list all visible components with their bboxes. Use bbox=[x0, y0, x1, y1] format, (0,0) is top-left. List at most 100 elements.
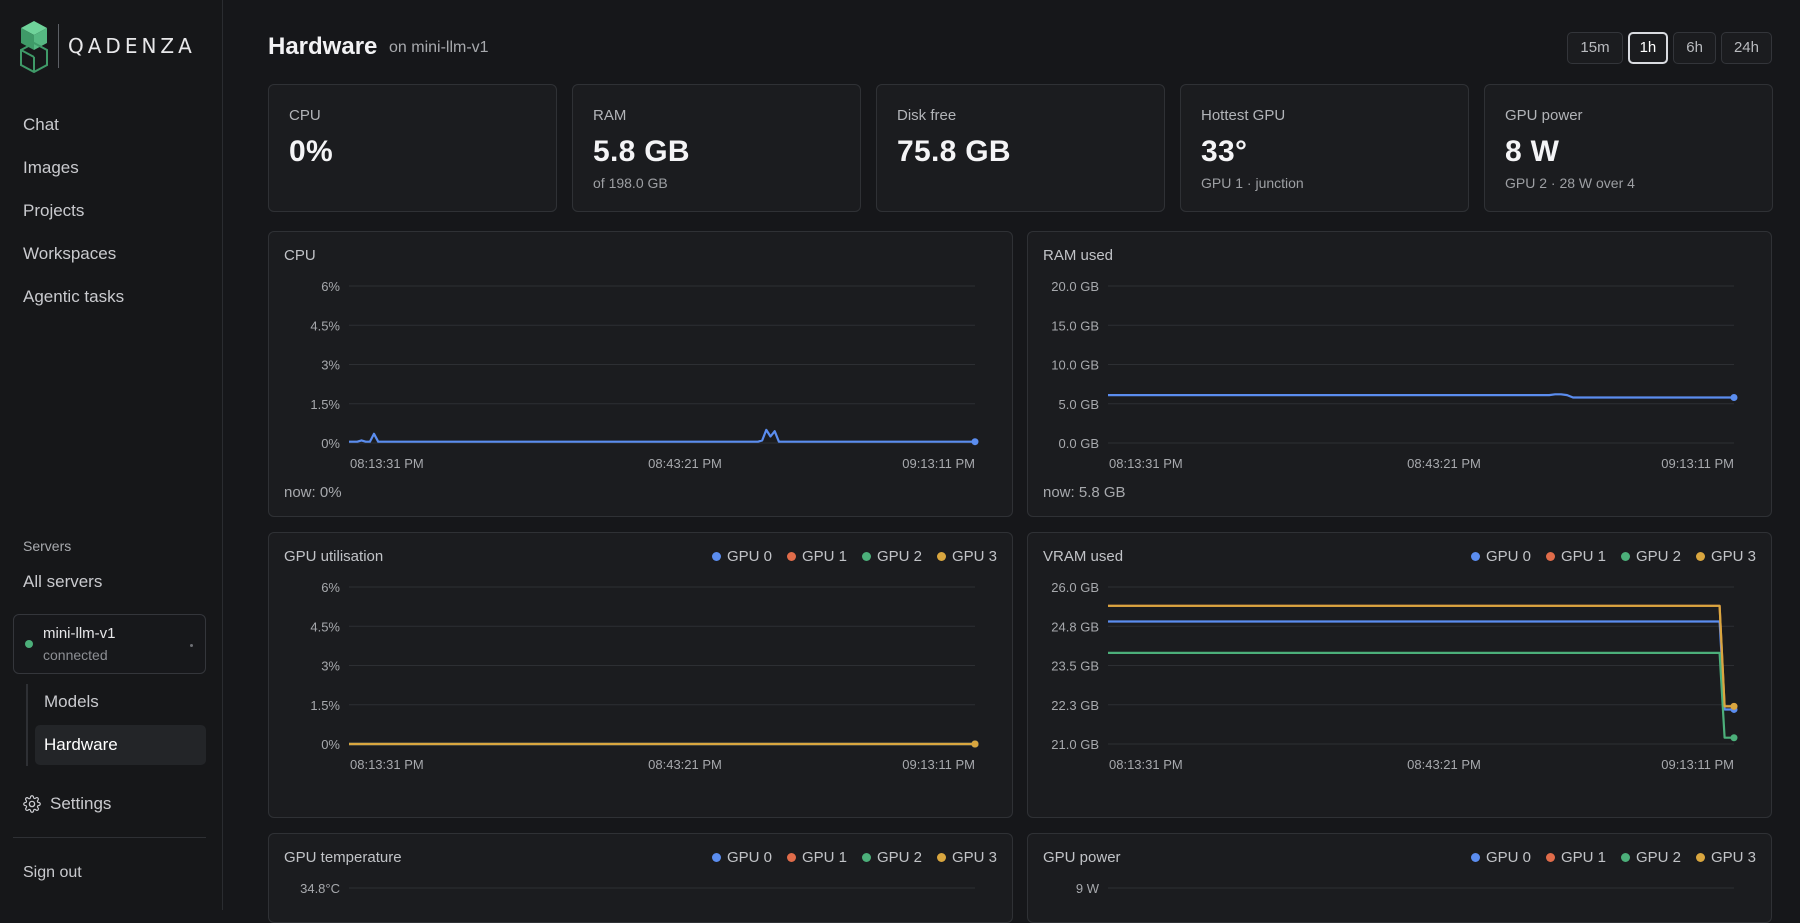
y-tick-label: 10.0 GB bbox=[1051, 358, 1099, 373]
stat-card-ram: RAM 5.8 GB of 198.0 GB bbox=[572, 84, 861, 212]
all-servers-link[interactable]: All servers bbox=[23, 572, 103, 591]
x-tick-label: 08:43:21 PM bbox=[1407, 456, 1481, 471]
series-end-point bbox=[1730, 734, 1738, 742]
series-end-point bbox=[971, 438, 979, 446]
cpu-chart[interactable]: 6% 4.5% 3% 1.5% 0% 08:13:31 PM 08:43:21 PM 09:1… bbox=[269, 232, 1013, 517]
chart-panel-gpu-temperature: 34.8°C GPU temperature GPU 0 GPU 1 GPU 2 GP… bbox=[268, 833, 1013, 923]
server-card[interactable]: mini-llm-v1 connected bbox=[13, 614, 206, 674]
legend-item[interactable]: GPU 3 bbox=[1695, 849, 1756, 866]
chart-title: GPU utilisation bbox=[284, 548, 384, 565]
gpu-power-chart[interactable]: 9 W bbox=[1028, 834, 1772, 923]
legend-dot-icon bbox=[711, 552, 721, 561]
legend-label: GPU 3 bbox=[1710, 548, 1756, 565]
legend-label: GPU 0 bbox=[1485, 849, 1531, 866]
legend-dot-icon bbox=[1620, 853, 1630, 862]
chart-legend: GPU 0 GPU 1 GPU 2 GPU 3 bbox=[711, 849, 997, 866]
legend-dot-icon bbox=[1545, 552, 1555, 561]
brand-logo[interactable]: QADENZA bbox=[18, 18, 196, 74]
servers-heading: Servers bbox=[23, 538, 72, 554]
chart-legend: GPU 0 GPU 1 GPU 2 GPU 3 bbox=[711, 548, 997, 565]
legend-dot-icon bbox=[861, 552, 871, 561]
range-15m-button[interactable]: 15m bbox=[1567, 32, 1623, 64]
chart-title: RAM used bbox=[1043, 247, 1114, 264]
y-tick-label: 22.3 GB bbox=[1051, 698, 1099, 713]
nav-item-images[interactable]: Images bbox=[23, 158, 79, 177]
stat-label: Hottest GPU bbox=[1201, 107, 1286, 124]
server-status: connected bbox=[43, 647, 108, 663]
series-line bbox=[1108, 393, 1734, 399]
settings-label: Settings bbox=[50, 794, 112, 813]
page-subtitle: on mini-llm-v1 bbox=[389, 39, 489, 56]
y-tick-label: 6% bbox=[321, 279, 340, 294]
legend-item[interactable]: GPU 1 bbox=[786, 548, 847, 565]
legend-label: GPU 2 bbox=[1635, 849, 1681, 866]
y-tick-label: 23.5 GB bbox=[1051, 659, 1099, 674]
subnav-item-models[interactable]: Models bbox=[44, 692, 99, 711]
chart-now-value: now: 5.8 GB bbox=[1043, 484, 1126, 501]
legend-label: GPU 2 bbox=[1635, 548, 1681, 565]
settings-link[interactable]: Settings bbox=[23, 794, 111, 814]
legend-item[interactable]: GPU 3 bbox=[936, 849, 997, 866]
legend-item[interactable]: GPU 2 bbox=[1620, 849, 1681, 866]
y-tick-label: 0% bbox=[321, 737, 340, 752]
legend-dot-icon bbox=[861, 853, 871, 862]
ram-chart[interactable]: 20.0 GB 15.0 GB 10.0 GB 5.0 GB 0.0 GB 08:13:3… bbox=[1028, 232, 1772, 517]
series-end-point bbox=[1730, 702, 1738, 710]
gpu-temperature-chart[interactable]: 34.8°C bbox=[269, 834, 1013, 923]
stat-value: 5.8 GB bbox=[593, 135, 690, 168]
nav-item-agentic-tasks[interactable]: Agentic tasks bbox=[23, 287, 125, 306]
y-tick-label: 1.5% bbox=[310, 397, 340, 412]
sidebar-divider bbox=[13, 837, 206, 838]
legend-dot-icon bbox=[936, 552, 946, 561]
legend-dot-icon bbox=[1695, 552, 1705, 561]
legend-item[interactable]: GPU 0 bbox=[711, 849, 772, 866]
gpu-utilisation-chart[interactable]: 6% 4.5% 3% 1.5% 0% 08:13:31 PM 08:43:21 PM 09:1… bbox=[269, 533, 1013, 818]
legend-item[interactable]: GPU 1 bbox=[1545, 849, 1606, 866]
legend-label: GPU 0 bbox=[726, 849, 772, 866]
series-line bbox=[349, 428, 975, 443]
range-24h-button[interactable]: 24h bbox=[1720, 32, 1772, 64]
legend-item[interactable]: GPU 0 bbox=[1470, 849, 1531, 866]
legend-dot-icon bbox=[1620, 552, 1630, 561]
nav-item-chat[interactable]: Chat bbox=[23, 115, 59, 134]
legend-item[interactable]: GPU 2 bbox=[861, 548, 922, 565]
chart-title: CPU bbox=[284, 247, 316, 264]
main-nav: Chat Images Projects Workspaces Agentic … bbox=[23, 112, 124, 327]
legend-dot-icon bbox=[711, 853, 721, 862]
subnav-item-hardware[interactable]: Hardware bbox=[35, 725, 206, 765]
status-dot bbox=[25, 640, 33, 648]
y-tick-label: 1.5% bbox=[310, 698, 340, 713]
legend-item[interactable]: GPU 1 bbox=[1545, 548, 1606, 565]
range-1h-button[interactable]: 1h bbox=[1627, 32, 1669, 64]
x-tick-label: 08:43:21 PM bbox=[1407, 757, 1481, 772]
legend-item[interactable]: GPU 2 bbox=[1620, 548, 1681, 565]
range-6h-button[interactable]: 6h bbox=[1673, 32, 1716, 64]
legend-dot-icon bbox=[1470, 552, 1480, 561]
chart-panel-gpu-utilisation: 6% 4.5% 3% 1.5% 0% 08:13:31 PM 08:43:21 PM 09:1… bbox=[268, 532, 1013, 818]
y-tick-label: 6% bbox=[321, 580, 340, 595]
sign-out-link[interactable]: Sign out bbox=[23, 864, 82, 881]
legend-label: GPU 3 bbox=[951, 548, 997, 565]
chart-panel-gpu-power: 9 W GPU power GPU 0 GPU 1 GPU 2 GPU 3 bbox=[1027, 833, 1772, 923]
chart-panel-ram: 20.0 GB 15.0 GB 10.0 GB 5.0 GB 0.0 GB 08:13:3… bbox=[1027, 231, 1772, 517]
nav-item-projects[interactable]: Projects bbox=[23, 201, 85, 220]
series-line bbox=[1108, 651, 1734, 739]
series-end-point bbox=[971, 740, 979, 748]
legend-item[interactable]: GPU 3 bbox=[936, 548, 997, 565]
legend-label: GPU 0 bbox=[726, 548, 772, 565]
vram-chart[interactable]: 26.0 GB 24.8 GB 23.5 GB 22.3 GB 21.0 GB 08:13… bbox=[1028, 533, 1772, 818]
nav-item-workspaces[interactable]: Workspaces bbox=[23, 244, 117, 263]
legend-item[interactable]: GPU 0 bbox=[711, 548, 772, 565]
x-tick-label: 08:43:21 PM bbox=[648, 456, 722, 471]
x-tick-label: 09:13:11 PM bbox=[902, 757, 975, 772]
legend-item[interactable]: GPU 3 bbox=[1695, 548, 1756, 565]
x-tick-label: 08:13:31 PM bbox=[350, 757, 424, 772]
stat-label: CPU bbox=[289, 107, 321, 124]
legend-label: GPU 0 bbox=[1485, 548, 1531, 565]
legend-item[interactable]: GPU 1 bbox=[786, 849, 847, 866]
legend-item[interactable]: GPU 2 bbox=[861, 849, 922, 866]
chart-panel-vram: 26.0 GB 24.8 GB 23.5 GB 22.3 GB 21.0 GB 08:13… bbox=[1027, 532, 1772, 818]
legend-item[interactable]: GPU 0 bbox=[1470, 548, 1531, 565]
legend-dot-icon bbox=[786, 853, 796, 862]
